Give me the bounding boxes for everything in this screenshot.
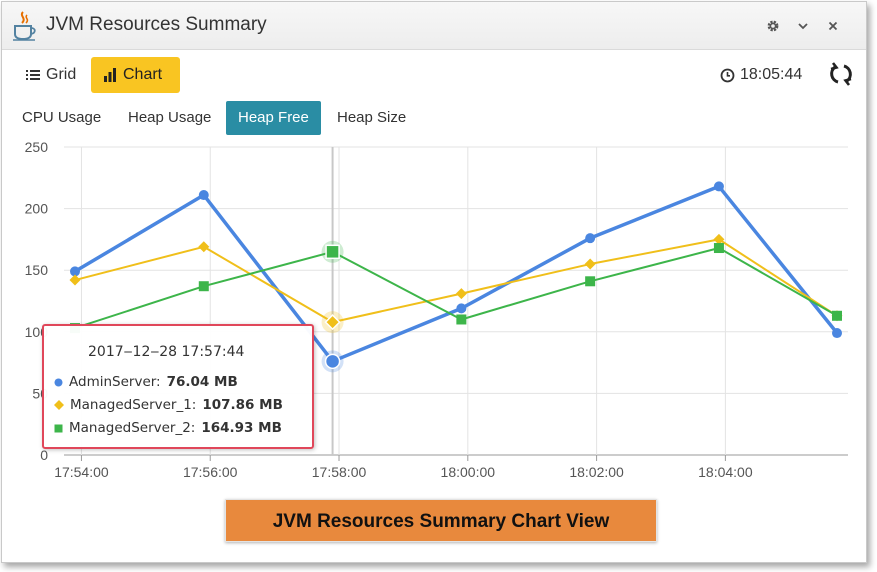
data-point <box>584 258 596 270</box>
data-point <box>713 233 725 245</box>
x-tick-label: 17:54:00 <box>54 464 109 480</box>
data-point <box>324 353 341 370</box>
tab-heap-size[interactable]: Heap Size <box>337 109 407 126</box>
last-update-time: 18:05:44 <box>720 66 802 84</box>
tab-heap-usage[interactable]: Heap Usage <box>128 109 212 126</box>
grid-view-label: Grid <box>46 66 77 83</box>
tooltip-series-value: 76.04 MB <box>166 374 238 390</box>
y-tick-label: 0 <box>40 447 48 463</box>
title-bar: JVM Resources Summary <box>2 2 866 50</box>
circle-marker-icon <box>54 378 63 386</box>
data-point <box>585 276 596 287</box>
data-point <box>324 314 341 331</box>
tooltip-series-name: ManagedServer_1: <box>70 397 197 413</box>
x-tick-label: 18:02:00 <box>569 464 624 480</box>
refresh-icon[interactable] <box>828 61 854 87</box>
tooltip-row-managed1: ManagedServer_1: 107.86 MB <box>54 397 283 413</box>
java-cup-icon <box>13 11 36 41</box>
tooltip-series-value: 107.86 MB <box>202 397 283 413</box>
data-point <box>713 243 724 254</box>
x-tick-label: 17:56:00 <box>183 464 238 480</box>
tab-cpu-usage[interactable]: CPU Usage <box>22 109 102 126</box>
tooltip-series-name: AdminServer: <box>69 374 161 390</box>
tooltip-title: 2017‒12‒28 17:57:44 <box>88 344 245 360</box>
diamond-marker-icon <box>54 400 64 410</box>
tooltip-series-name: ManagedServer_2: <box>69 420 196 436</box>
series-line-managedserver_2 <box>74 247 838 330</box>
x-tick-label: 18:00:00 <box>441 464 496 480</box>
chevron-down-icon[interactable] <box>793 16 813 36</box>
x-tick-label: 17:58:00 <box>312 464 367 480</box>
x-tick-label: 18:04:00 <box>698 464 753 480</box>
y-tick-label: 200 <box>25 201 49 217</box>
data-point <box>69 274 81 286</box>
square-marker-icon <box>54 424 63 432</box>
chart-view-label: Chart <box>123 66 163 83</box>
bar-chart-icon <box>104 68 116 82</box>
clock-icon <box>720 68 735 82</box>
tab-heap-free[interactable]: Heap Free <box>226 101 321 135</box>
caption-banner: JVM Resources Summary Chart View <box>225 499 657 542</box>
tooltip-series-value: 164.93 MB <box>201 420 282 436</box>
data-point <box>456 314 467 325</box>
data-point <box>198 190 209 201</box>
chart-tooltip: 2017‒12‒28 17:57:44 AdminServer: 76.04 M… <box>42 324 314 449</box>
chart-view-button[interactable]: Chart <box>91 57 180 93</box>
y-tick-label: 150 <box>25 262 49 278</box>
data-point <box>455 288 467 300</box>
data-point <box>832 328 842 339</box>
data-point <box>70 266 80 277</box>
grid-view-button[interactable]: Grid <box>14 57 88 93</box>
toolbar: Grid Chart 18:05:44 <box>2 51 866 101</box>
close-icon[interactable] <box>823 16 843 36</box>
data-point <box>325 244 340 260</box>
window-title: JVM Resources Summary <box>46 14 267 35</box>
tooltip-row-admin: AdminServer: 76.04 MB <box>54 374 238 390</box>
list-icon <box>26 70 40 80</box>
y-tick-label: 250 <box>25 139 49 155</box>
app-window: JVM Resources Summary Grid <box>1 1 867 563</box>
data-point <box>585 233 596 244</box>
time-label: 18:05:44 <box>740 66 803 83</box>
gear-icon[interactable] <box>763 16 783 36</box>
data-point <box>198 241 210 253</box>
data-point <box>456 303 467 314</box>
metric-tabs: CPU Usage Heap Usage Heap Free Heap Size <box>2 101 866 137</box>
tooltip-row-managed2: ManagedServer_2: 164.93 MB <box>54 420 282 436</box>
data-point <box>713 181 724 192</box>
data-point <box>832 310 842 321</box>
data-point <box>198 281 209 292</box>
